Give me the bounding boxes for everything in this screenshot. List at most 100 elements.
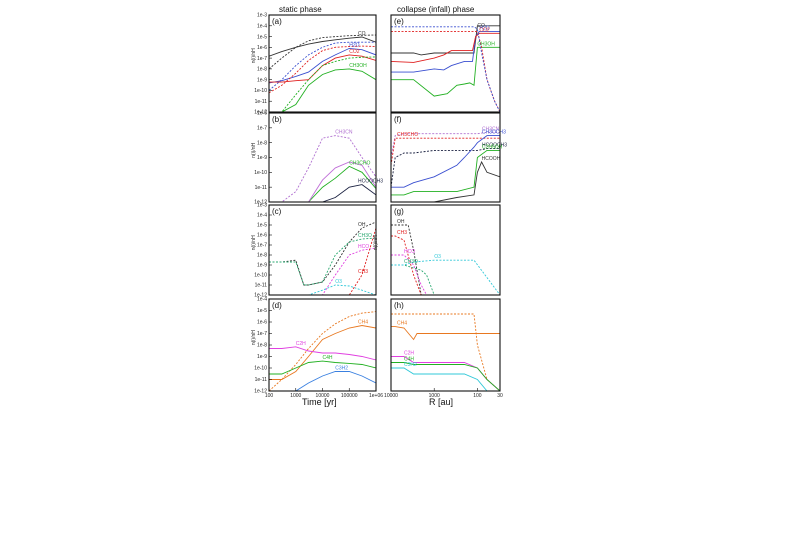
y-tick-label: 1e-9: [257, 77, 267, 83]
series-label-ch4: CH4: [358, 319, 368, 325]
series-line-h2o: [269, 47, 376, 84]
y-tick-label: 1e-6: [257, 320, 267, 326]
series-line-oh: [269, 221, 376, 286]
y-tick-label: 1e-8: [257, 67, 267, 73]
series-label-hcooh: HCOOH: [482, 156, 501, 162]
series-line-abundance-1: [269, 311, 376, 391]
series-label-hcooch3: HCOOCH3: [482, 143, 507, 149]
panel-frame: [268, 204, 377, 296]
y-tick-label: 1e-9: [257, 155, 267, 161]
x-tick-label: 100: [473, 393, 482, 399]
series-label-c2h: C2H: [296, 341, 306, 347]
series-line-abundance-5: [391, 26, 500, 112]
series-line-ch3o: [391, 264, 500, 295]
x-tick-label: 1000: [429, 393, 440, 399]
series-line-o3: [269, 284, 376, 295]
series-line-ch3och3: [391, 135, 500, 188]
series-line-c2h: [269, 346, 376, 361]
series-label-c3h2: C3H2: [404, 362, 417, 368]
x-tick-label: 1000: [290, 393, 301, 399]
series-line-abundance-1: [269, 34, 376, 70]
series-line-c4h: [269, 360, 376, 375]
series-line-ch3: [269, 227, 376, 295]
x-tick-label: 1e+06: [369, 393, 383, 399]
series-line-abundance-4: [391, 30, 500, 112]
series-line-ch3oh: [269, 68, 376, 112]
series-line-c2h5oh: [391, 149, 500, 196]
series-label-oh: OH: [358, 222, 366, 228]
panel-frame: [268, 112, 377, 203]
panel-frame: [390, 112, 501, 203]
y-tick-label: 1e-10: [254, 366, 267, 372]
y-axis-label: n(i)/nH: [251, 142, 257, 157]
static-phase-header: static phase: [279, 5, 322, 14]
y-tick-label: 1e-6: [257, 45, 267, 51]
series-label-h2o: H2O: [479, 25, 489, 31]
series-label-c4h: C4H: [323, 355, 333, 361]
series-line-c3h2: [391, 367, 500, 391]
series-line-abundance-7: [269, 56, 376, 112]
y-tick-label: 1e-11: [255, 185, 268, 191]
series-line-o3: [391, 259, 500, 295]
series-line-abundance-2: [269, 161, 376, 202]
x-axis-label-time: Time [yr]: [302, 397, 337, 407]
series-line-ch3cho: [269, 165, 376, 202]
series-line-hcooch3: [269, 184, 376, 202]
series-line-ch3o: [269, 237, 376, 286]
series-line-c4h: [391, 362, 500, 391]
y-axis-label: n(i)/nH: [373, 235, 379, 250]
x-tick-label: 10000: [384, 393, 398, 399]
y-tick-label: 1e-5: [257, 308, 267, 314]
y-tick-label: 1e-8: [257, 343, 267, 349]
series-label-ch3cn: CH3CN: [335, 130, 353, 136]
series-label-h2o: H2O: [349, 42, 359, 48]
y-tick-label: 1e-4: [257, 23, 267, 29]
series-label-ch3cho: CH3CHO: [349, 160, 370, 166]
x-tick-label: 10000: [316, 393, 330, 399]
panel-label: (b): [272, 115, 282, 124]
series-label-ch3cho: CH3CHO: [397, 132, 418, 138]
y-tick-label: 1e-11: [255, 283, 268, 289]
series-label-hco: HCO: [358, 244, 369, 250]
panel-label: (c): [272, 207, 282, 216]
y-tick-label: 1e-7: [257, 243, 267, 249]
panel-frame: [390, 298, 501, 392]
series-label-c4h: C4H: [404, 357, 414, 363]
y-tick-label: 1e-3: [257, 203, 267, 209]
series-line-hcooch3: [391, 148, 500, 188]
panel-frame: [268, 14, 377, 113]
panel-label: (g): [394, 207, 404, 216]
panel-label: (f): [394, 115, 402, 124]
series-label-ch3: CH3: [358, 269, 368, 275]
x-tick-label: 100000: [341, 393, 358, 399]
y-tick-label: 1e-7: [257, 126, 267, 132]
series-line-co2: [391, 32, 500, 63]
series-label-ch3o: CH3O: [358, 233, 372, 239]
series-label-ch4: CH4: [397, 321, 407, 327]
y-axis-label: n(i)/nH: [251, 48, 257, 63]
y-axis-label: n(i)/nH: [251, 330, 257, 345]
y-tick-label: 1e-3: [257, 13, 267, 19]
y-tick-label: 1e-12: [254, 389, 267, 395]
series-label-ch3och3: CH3OCH3: [482, 130, 506, 136]
series-label-ch3cn: CH3CN: [482, 126, 500, 132]
series-label-oh: OH: [397, 219, 405, 225]
series-line-ch4: [269, 325, 376, 380]
panel-label: (e): [394, 17, 404, 26]
y-tick-label: 1e-6: [257, 111, 267, 117]
series-label-ch3oh: CH3OH: [349, 63, 367, 69]
series-line-h2o: [391, 30, 500, 73]
series-label-o3: O3: [335, 279, 342, 285]
panel-frame: [390, 14, 501, 113]
panel-label: (h): [394, 301, 404, 310]
y-tick-label: 1e-8: [257, 140, 267, 146]
series-label-co2: CO2: [349, 49, 360, 55]
collapse-phase-header: collapse (infall) phase: [397, 5, 475, 14]
x-axis-label-radius: R [au]: [429, 397, 454, 407]
y-tick-label: 1e-7: [257, 56, 267, 62]
series-line-hcooh: [391, 160, 500, 202]
panel-label: (d): [272, 301, 282, 310]
y-tick-label: 1e-4: [257, 297, 267, 303]
series-line-c3h2: [269, 371, 376, 391]
